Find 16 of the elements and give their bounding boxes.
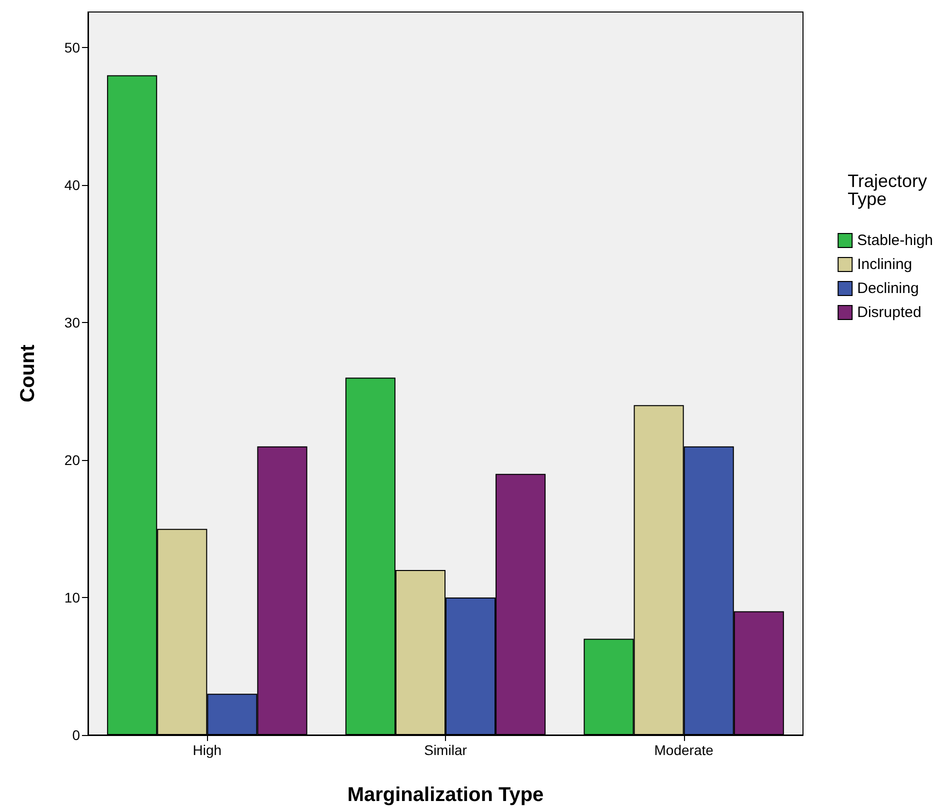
y-tick-label: 50 (64, 40, 80, 56)
legend-label: Inclining (857, 256, 912, 273)
y-tick-label: 10 (64, 590, 80, 606)
y-axis-title: Count (17, 344, 39, 402)
legend-label: Stable-high (857, 232, 934, 249)
y-tick-label: 20 (64, 452, 80, 468)
x-axis-title: Marginalization Type (347, 784, 544, 806)
y-tick-label: 0 (72, 727, 80, 743)
y-tick-label: 40 (64, 177, 80, 194)
x-tick-label: High (192, 742, 222, 758)
legend-label: Disrupted (857, 304, 922, 321)
legend-title: Trajectory Type (848, 171, 932, 209)
y-tick-label: 30 (64, 314, 80, 331)
x-tick-label: Moderate (654, 742, 714, 758)
legend-label: Declining (857, 280, 919, 297)
x-tick-label: Similar (424, 742, 468, 758)
